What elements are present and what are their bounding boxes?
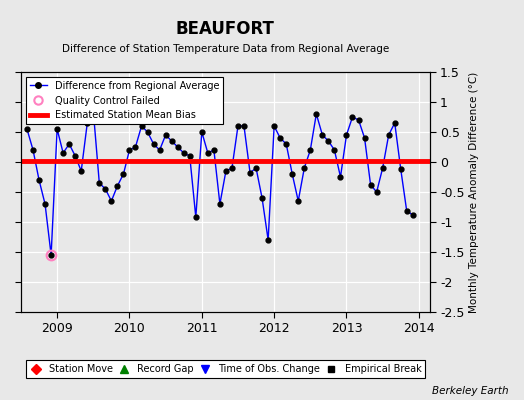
Text: Berkeley Earth: Berkeley Earth bbox=[432, 386, 508, 396]
Text: Difference of Station Temperature Data from Regional Average: Difference of Station Temperature Data f… bbox=[62, 44, 389, 54]
Text: BEAUFORT: BEAUFORT bbox=[176, 20, 275, 38]
Legend: Station Move, Record Gap, Time of Obs. Change, Empirical Break: Station Move, Record Gap, Time of Obs. C… bbox=[26, 360, 425, 378]
Y-axis label: Monthly Temperature Anomaly Difference (°C): Monthly Temperature Anomaly Difference (… bbox=[469, 71, 479, 313]
